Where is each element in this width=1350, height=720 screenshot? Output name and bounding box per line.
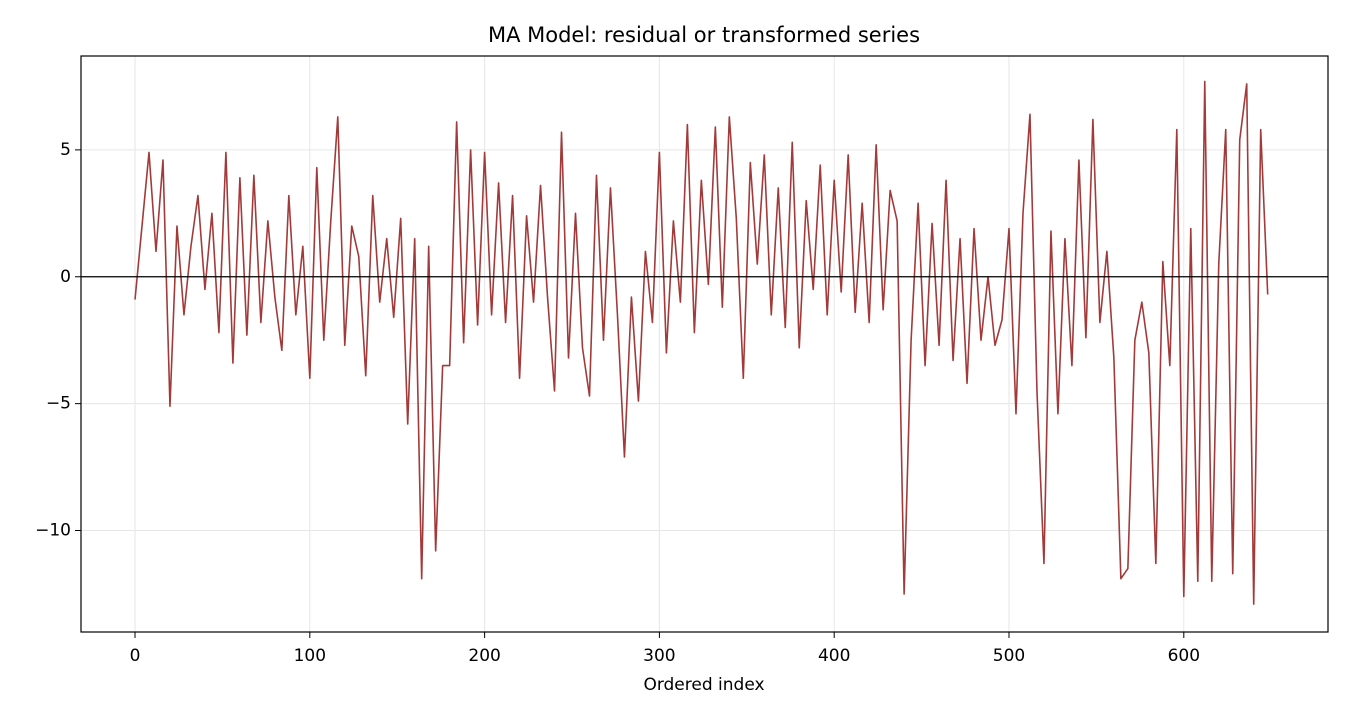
x-axis-label: Ordered index — [643, 675, 764, 695]
x-tick-label: 600 — [1168, 646, 1200, 666]
y-tick-label: −5 — [46, 394, 71, 414]
x-tick-label: 100 — [294, 646, 326, 666]
chart-title: MA Model: residual or transformed series — [488, 23, 920, 47]
y-tick-label: 5 — [60, 140, 71, 160]
data-line — [134, 80, 1269, 605]
plot-frame — [80, 55, 1329, 633]
y-tick-label: −10 — [35, 521, 71, 541]
y-tick-label: 0 — [60, 267, 71, 287]
x-tick-label: 0 — [130, 646, 141, 666]
x-tick-label: 500 — [993, 646, 1025, 666]
x-tick-label: 400 — [818, 646, 850, 666]
x-tick-label: 300 — [643, 646, 675, 666]
x-tick-label: 200 — [468, 646, 500, 666]
